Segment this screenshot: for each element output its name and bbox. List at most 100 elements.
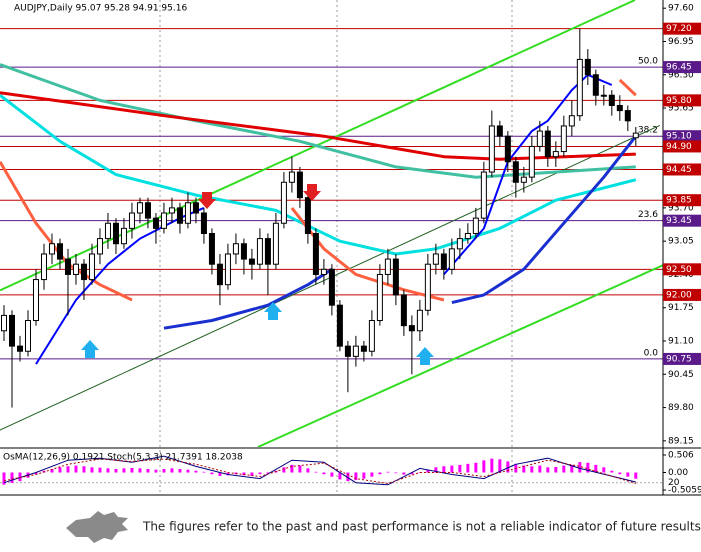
candle-body	[256, 238, 263, 265]
level-label: 95.10	[666, 132, 692, 142]
indicator-line	[0, 63, 636, 179]
indicator-line	[0, 94, 637, 256]
candle-body	[120, 227, 127, 245]
logo	[66, 511, 128, 543]
candle-body	[400, 294, 407, 327]
level-label: 94.90	[666, 142, 692, 152]
candle-body	[432, 253, 439, 265]
osma-bar	[362, 472, 366, 479]
osma-bar	[170, 468, 174, 473]
candle-body	[128, 212, 135, 229]
candle-body	[496, 125, 503, 137]
osma-bar	[106, 468, 110, 473]
osma-bar	[162, 469, 166, 473]
candle-body	[216, 263, 223, 286]
candle-body	[504, 135, 511, 163]
disclaimer: The figures refer to the past and past p…	[142, 520, 701, 534]
stoch-tick-label: 20	[668, 478, 680, 488]
level-label-box	[663, 22, 701, 35]
candle-body	[304, 197, 311, 234]
candle-body	[312, 232, 319, 275]
y-tick-label: 97.60	[668, 4, 694, 14]
osma-bar	[186, 469, 190, 473]
chart-title: AUDJPY,Daily 95.07 95.28 94.91 95.16	[14, 4, 187, 14]
osma-bar	[138, 468, 142, 473]
osma-bar	[426, 469, 430, 473]
osma-bar	[58, 467, 62, 473]
level-label: 92.00	[666, 290, 692, 300]
candle-body	[280, 181, 287, 224]
oscillator-label: OsMA(12,26,9) 0.1921 Stoch(5,3,3) 21.739…	[3, 453, 243, 463]
osma-bar	[634, 472, 638, 479]
osma-bar	[546, 467, 550, 473]
candle-body	[152, 217, 159, 229]
candle-body	[464, 232, 471, 240]
osma-bar	[202, 471, 206, 473]
candle-body	[200, 212, 207, 234]
candle-body	[520, 176, 527, 183]
osma-bar	[114, 469, 118, 473]
level-label: 95.80	[666, 96, 692, 106]
candle-body	[616, 104, 623, 112]
osma-bar	[346, 472, 350, 482]
candle-body	[592, 74, 599, 96]
candle-body	[56, 243, 63, 260]
candle-body	[536, 130, 543, 147]
osma-bar	[506, 461, 510, 473]
candle-body	[144, 202, 151, 219]
candle-body	[264, 238, 271, 265]
candle-body	[320, 268, 327, 275]
osma-bar	[122, 468, 126, 473]
candle-body	[632, 132, 639, 139]
candle-body	[448, 248, 455, 270]
osma-bar	[498, 459, 502, 473]
y-tick-label: 96.95	[668, 37, 694, 47]
y-tick-label: 93.05	[668, 237, 694, 247]
candle-body	[384, 258, 391, 275]
osc-tick-label: -0.5059	[668, 486, 701, 496]
osma-bar	[562, 465, 566, 473]
candle-body	[488, 125, 495, 173]
osma-bar	[522, 465, 526, 473]
candle-body	[528, 145, 535, 178]
y-tick-label: 90.45	[668, 370, 694, 380]
candle-body	[160, 212, 167, 229]
fib-label: 0.0	[644, 348, 659, 358]
osma-bar	[82, 466, 86, 473]
candle-body	[240, 243, 247, 260]
osma-bar	[290, 464, 294, 473]
indicator-line	[0, 91, 636, 161]
level-label-box	[663, 288, 701, 301]
candle-body	[224, 253, 231, 286]
candle-body	[168, 207, 175, 214]
osma-bar	[146, 469, 150, 473]
osma-bar	[34, 472, 38, 475]
candle-body	[184, 202, 191, 224]
osma-bar	[178, 469, 182, 473]
up-arrow	[81, 340, 99, 358]
osma-bar	[394, 472, 398, 474]
fib-label: 50.0	[638, 57, 658, 67]
osma-bar	[2, 472, 6, 485]
candle-body	[376, 273, 383, 322]
candle-body	[608, 94, 615, 106]
candle-body	[624, 110, 631, 122]
level-label-box	[663, 352, 701, 365]
candle-body	[136, 202, 143, 214]
candle-body	[40, 253, 47, 281]
osma-bar	[18, 472, 22, 482]
candle-body	[344, 345, 351, 357]
y-tick-label: 96.30	[668, 70, 694, 80]
candle-body	[336, 304, 343, 347]
osma-bar	[610, 470, 614, 473]
trendline	[257, 264, 663, 447]
candle-body	[24, 320, 31, 352]
level-label-box	[663, 163, 701, 176]
osma-bar	[298, 465, 302, 473]
stoch-line	[3, 455, 636, 486]
level-label: 92.50	[666, 265, 692, 275]
osma-bar	[282, 467, 286, 473]
osma-bar	[594, 464, 598, 473]
candle-body	[0, 314, 7, 332]
